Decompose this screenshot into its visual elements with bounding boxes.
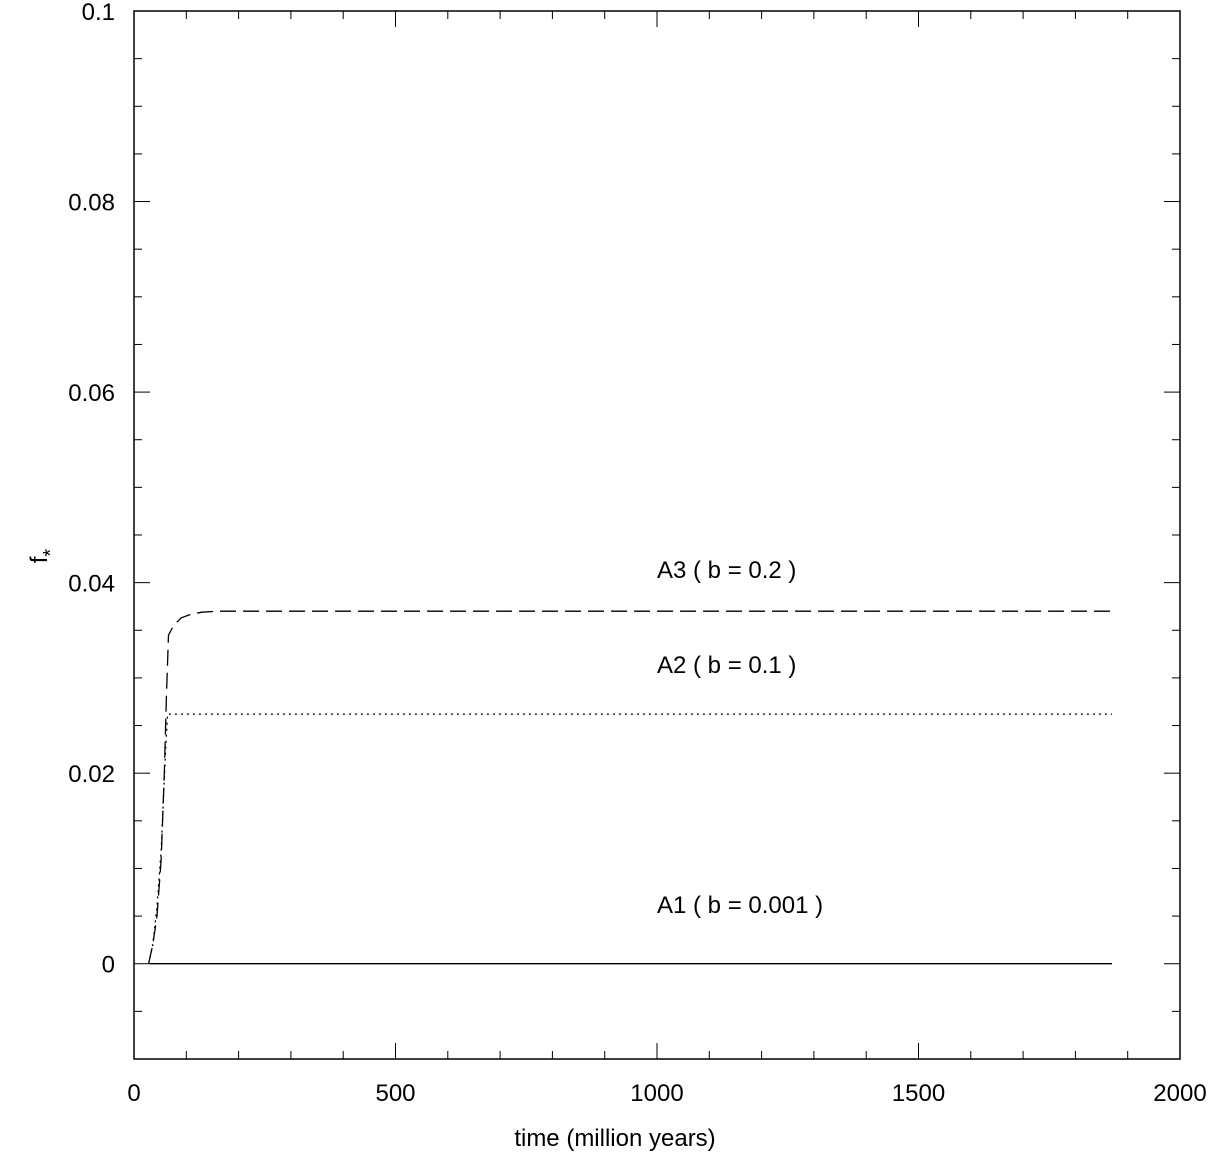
x-tick-label: 0 bbox=[127, 1080, 140, 1107]
series-annotation: A1 ( b = 0.001 ) bbox=[657, 892, 823, 919]
series-annotations: A3 ( b = 0.2 ) A2 ( b = 0.1 ) A1 ( b = 0.0… bbox=[657, 557, 823, 919]
y-tick-label: 0.06 bbox=[68, 380, 115, 407]
x-tick-label: 1000 bbox=[630, 1080, 683, 1107]
series-annotation: A2 ( b = 0.1 ) bbox=[657, 652, 796, 679]
plot-frame bbox=[133, 10, 1181, 1060]
series-annotation: A3 ( b = 0.2 ) bbox=[657, 557, 796, 584]
y-axis-label-subscript: * bbox=[40, 549, 62, 557]
y-tick-label: 0.08 bbox=[68, 190, 115, 217]
x-tick-label: 1500 bbox=[892, 1080, 945, 1107]
y-tick-label: 0.02 bbox=[68, 761, 115, 788]
x-tick-label: 500 bbox=[375, 1080, 415, 1107]
x-tick-label: 2000 bbox=[1153, 1080, 1206, 1107]
y-axis-label: f* bbox=[26, 549, 62, 564]
y-tick-labels: 0 0.02 0.04 0.06 0.08 0.1 bbox=[68, 0, 115, 979]
y-tick-label: 0 bbox=[102, 952, 115, 979]
y-axis-label-main: f bbox=[26, 556, 53, 563]
x-axis-label: time (million years) bbox=[514, 1125, 715, 1152]
series-line-dashed bbox=[147, 610, 1112, 964]
minor-ticks bbox=[134, 11, 1180, 1060]
y-tick-label: 0.1 bbox=[82, 0, 115, 26]
x-tick-labels: 0 500 1000 1500 2000 bbox=[127, 1080, 1206, 1107]
y-tick-label: 0.04 bbox=[68, 571, 115, 598]
series-lines bbox=[147, 610, 1112, 965]
series-line-dotted bbox=[147, 713, 1112, 964]
